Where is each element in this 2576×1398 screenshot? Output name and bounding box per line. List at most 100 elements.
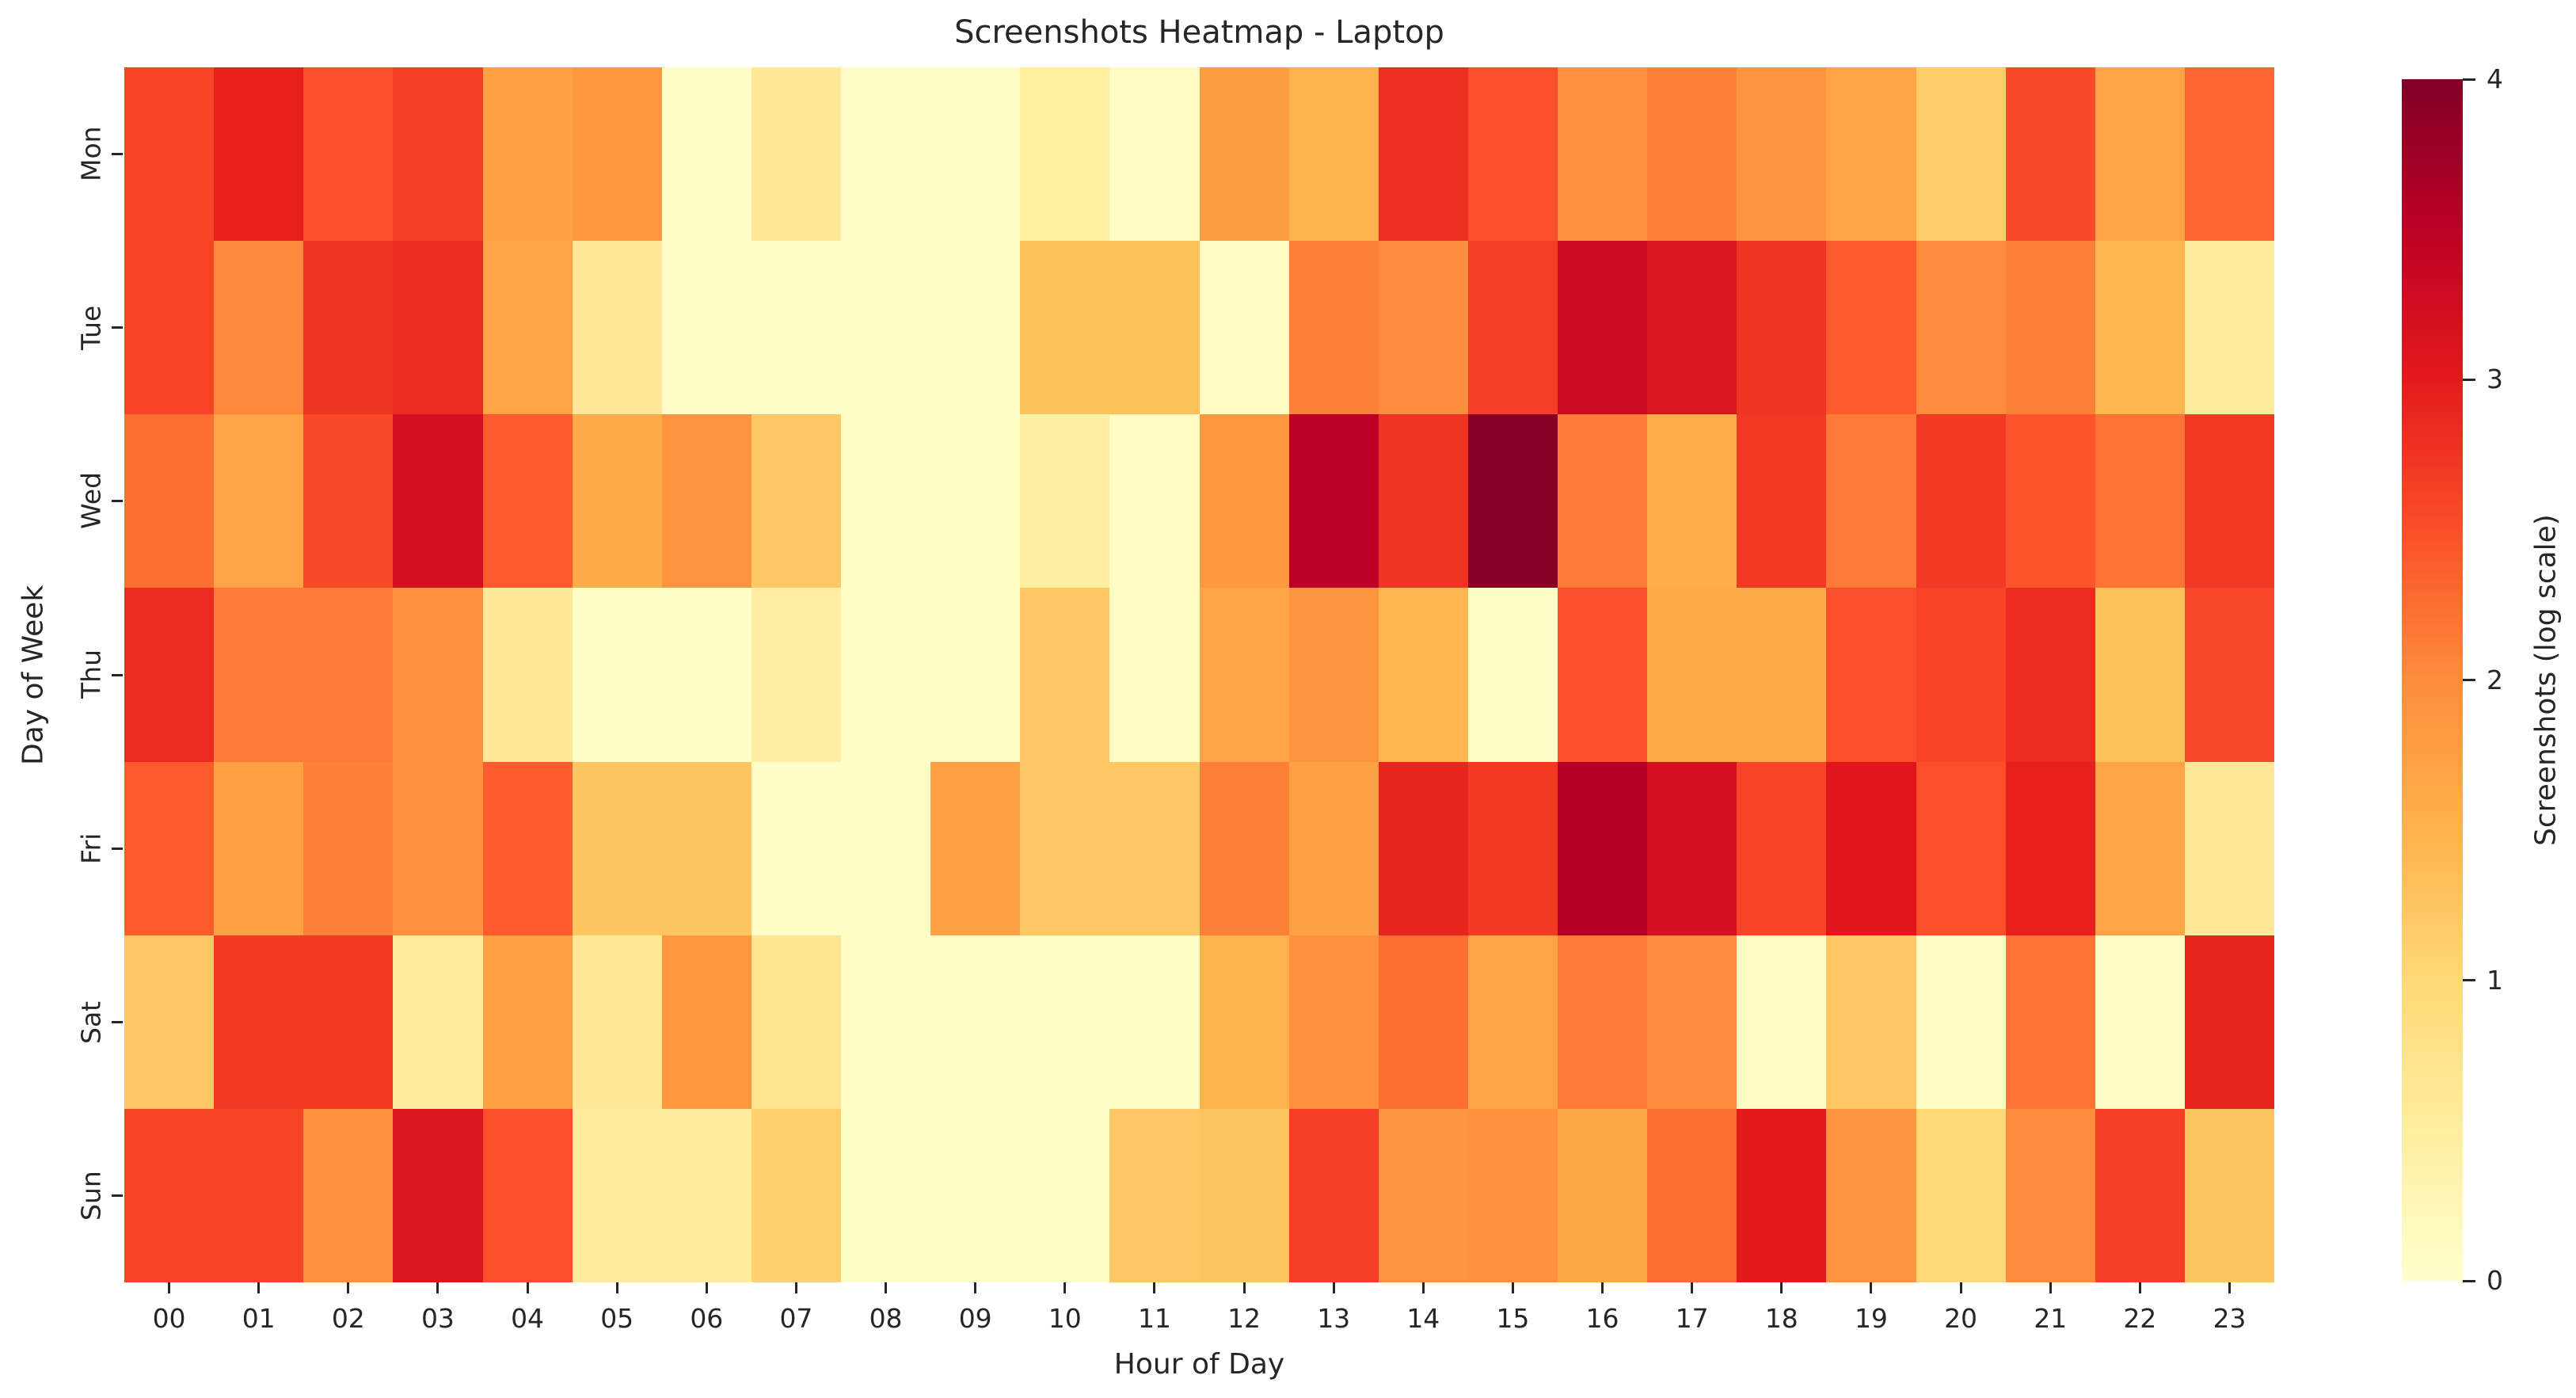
heatmap-cell [124,761,215,935]
heatmap-cell [1467,761,1558,935]
heatmap-cell [930,1108,1021,1282]
heatmap-cell [303,414,394,589]
colorbar-tick-mark [2463,979,2475,982]
heatmap-cell [930,761,1021,935]
x-tick-label: 17 [1675,1303,1709,1334]
x-tick-label: 04 [511,1303,545,1334]
heatmap-cell [572,414,662,589]
heatmap-cell [572,241,662,415]
y-tick-label: Wed [75,472,107,530]
x-tick-mark [1332,1282,1335,1293]
y-tick-label: Fri [75,832,107,864]
heatmap-cell [482,67,573,242]
heatmap-cell [1109,241,1200,415]
heatmap-cell [1916,761,2006,935]
heatmap-cell [841,67,931,242]
x-tick-mark [436,1282,439,1293]
heatmap-cell [2095,67,2185,242]
heatmap-cell [393,67,483,242]
heatmap-cell [1826,588,1916,762]
heatmap-cell [1916,67,2006,242]
heatmap-cell [2184,414,2274,589]
colorbar-tick-mark [2463,1279,2475,1282]
heatmap-cell [303,67,394,242]
heatmap-cell [2095,1108,2185,1282]
heatmap-cell [1109,67,1200,242]
x-tick-label: 08 [869,1303,903,1334]
x-tick-mark [1870,1282,1873,1293]
heatmap-cell [661,414,751,589]
heatmap-cell [930,241,1021,415]
colorbar-tick-mark [2463,78,2475,81]
heatmap-cell [1378,588,1468,762]
heatmap-cell [1467,414,1558,589]
heatmap-cell [214,588,304,762]
x-tick-mark [1601,1282,1604,1293]
x-tick-mark [974,1282,977,1293]
heatmap-cell [1199,241,1289,415]
heatmap-cell [1558,241,1648,415]
x-tick-mark [2228,1282,2231,1293]
heatmap-cell [751,761,841,935]
heatmap-cell [2095,414,2185,589]
x-tick-label: 15 [1496,1303,1530,1334]
x-tick-label: 13 [1317,1303,1351,1334]
x-tick-label: 01 [242,1303,276,1334]
colorbar-tick-label: 1 [2487,964,2503,996]
colorbar-tick-label: 2 [2487,664,2503,695]
heatmap-cell [1558,935,1648,1109]
heatmap-cell [303,588,394,762]
heatmap-cell [1558,761,1648,935]
heatmap-cell [393,588,483,762]
heatmap-cell [1916,1108,2006,1282]
heatmap-cell [2095,241,2185,415]
x-tick-mark [526,1282,529,1293]
x-tick-mark [705,1282,708,1293]
x-tick-mark [2049,1282,2052,1293]
x-tick-mark [1421,1282,1425,1293]
x-tick-mark [1064,1282,1067,1293]
heatmap-cell [1647,67,1737,242]
heatmap-cell [2184,761,2274,935]
heatmap-cell [214,935,304,1109]
x-tick-mark [1153,1282,1156,1293]
heatmap-cell [1288,241,1379,415]
heatmap-cell [1199,414,1289,589]
y-tick-label: Mon [75,126,107,182]
heatmap-cell [2184,935,2274,1109]
heatmap-cell [751,241,841,415]
heatmap-cell [572,1108,662,1282]
y-tick-mark [112,1020,123,1023]
y-tick-mark [112,1194,123,1197]
x-tick-label: 22 [2123,1303,2157,1334]
heatmap-cell [1647,241,1737,415]
x-tick-label: 10 [1048,1303,1082,1334]
heatmap-cell [1020,1108,1110,1282]
heatmap-cell [1737,761,1827,935]
heatmap-cell [751,414,841,589]
x-tick-mark [615,1282,618,1293]
heatmap-cell [1199,588,1289,762]
heatmap-cell [1467,588,1558,762]
heatmap-cell [1916,935,2006,1109]
x-tick-label: 07 [779,1303,813,1334]
heatmap-cell [2095,588,2185,762]
heatmap-cell [1288,761,1379,935]
heatmap-cell [841,761,931,935]
heatmap-cell [124,67,215,242]
heatmap-cell [1467,935,1558,1109]
heatmap-cell [1737,67,1827,242]
x-tick-mark [1959,1282,1962,1293]
colorbar-gradient [2402,79,2463,1281]
heatmap-cell [1558,1108,1648,1282]
heatmap-cell [1826,1108,1916,1282]
x-tick-label: 12 [1227,1303,1261,1334]
heatmap-cell [214,241,304,415]
heatmap-cell [124,414,215,589]
heatmap-cell [1916,588,2006,762]
x-tick-label: 16 [1585,1303,1619,1334]
heatmap-cell [661,1108,751,1282]
heatmap-cell [1916,241,2006,415]
heatmap-cell [751,67,841,242]
x-tick-mark [794,1282,797,1293]
